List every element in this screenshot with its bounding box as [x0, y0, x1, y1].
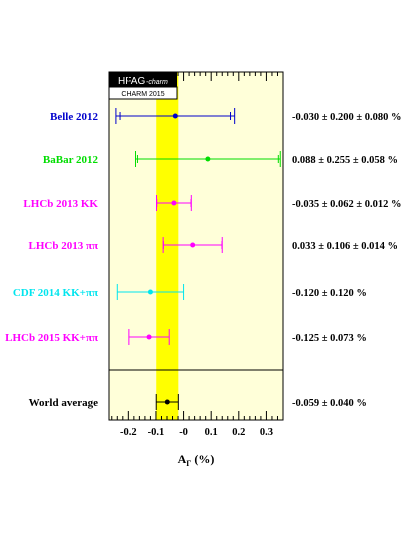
badge-top-text: HFAG — [118, 76, 145, 87]
measurement-row — [135, 151, 281, 167]
measurement-result: 0.088 ± 0.255 ± 0.058 % — [292, 155, 398, 166]
measurement-label: Belle 2012 — [50, 111, 98, 123]
x-tick-label: 0.1 — [205, 427, 218, 438]
measurement-label: LHCb 2015 KK+ππ — [5, 332, 98, 344]
x-axis-symbol: A — [178, 452, 187, 466]
average-label: World average — [29, 397, 98, 409]
x-tick-label: -0.1 — [148, 427, 165, 438]
measurement-result: -0.120 ± 0.120 % — [292, 288, 367, 299]
plot-frame — [108, 71, 284, 421]
measurement-result: -0.035 ± 0.062 ± 0.012 % — [292, 199, 402, 210]
measurement-result: -0.125 ± 0.073 % — [292, 333, 367, 344]
badge-bottom-box — [108, 86, 178, 100]
badge-top-box — [109, 72, 177, 87]
data-point — [146, 334, 152, 340]
measurement-label: CDF 2014 KK+ππ — [13, 287, 98, 299]
x-axis-unit: (%) — [194, 452, 214, 466]
measurement-row — [115, 108, 236, 124]
measurement-row — [116, 284, 185, 300]
x-axis-title: AΓ (%) — [178, 452, 215, 468]
measurement-row — [162, 237, 223, 253]
row-labels: Belle 2012 BaBar 2012 LHCb 2013 KK LHCb 201… — [5, 111, 98, 409]
measurement-label: LHCb 2013 ππ — [28, 240, 98, 252]
data-point — [147, 289, 153, 295]
plot-background — [108, 71, 284, 421]
x-axis: -0.2 -0.1 -0 0.1 0.2 0.3 — [111, 72, 278, 438]
average-result: -0.059 ± 0.040 % — [292, 398, 367, 409]
result-texts: -0.030 ± 0.200 ± 0.080 % 0.088 ± 0.255 ± … — [292, 112, 402, 409]
measurement-row — [156, 195, 192, 211]
badge-bottom-text: CHARM 2015 — [121, 91, 164, 98]
data-point — [171, 200, 177, 206]
data-point — [164, 399, 170, 405]
data-point — [205, 156, 211, 162]
data-marks — [115, 108, 281, 410]
x-tick-label: -0 — [179, 427, 188, 438]
x-tick-label: 0.2 — [232, 427, 245, 438]
x-tick-label: -0.2 — [120, 427, 137, 438]
badge-top-sub: -charm — [146, 79, 168, 86]
world-average-band — [156, 72, 179, 420]
data-point — [190, 242, 196, 248]
measurement-label: BaBar 2012 — [43, 154, 99, 166]
x-axis-subscript: Γ — [186, 459, 191, 468]
data-point — [172, 113, 178, 119]
average-row — [155, 394, 179, 410]
x-tick-label: 0.3 — [260, 427, 273, 438]
hfag-badge: HFAG -charm CHARM 2015 — [108, 72, 178, 100]
measurement-row — [128, 329, 170, 345]
measurement-label: LHCb 2013 KK — [23, 198, 98, 210]
measurement-result: -0.030 ± 0.200 ± 0.080 % — [292, 112, 402, 123]
measurement-result: 0.033 ± 0.106 ± 0.014 % — [292, 241, 398, 252]
